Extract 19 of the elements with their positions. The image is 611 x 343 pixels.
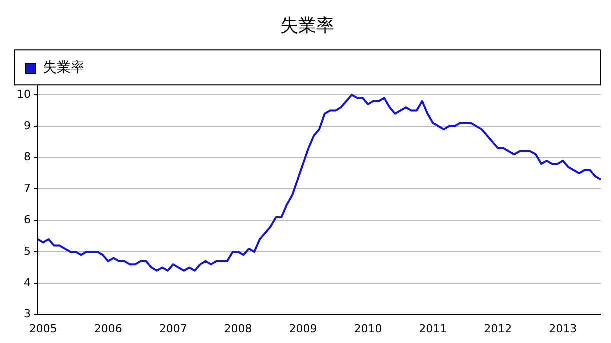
y-tick-label: 9 bbox=[24, 119, 31, 132]
y-tick-label: 6 bbox=[24, 213, 31, 226]
y-tick-label: 5 bbox=[24, 244, 31, 258]
x-tick-label: 2005 bbox=[29, 322, 58, 336]
legend-label: 失業率 bbox=[43, 60, 85, 76]
x-tick-label: 2010 bbox=[354, 322, 382, 336]
x-tick-label: 2009 bbox=[289, 322, 318, 336]
x-tick-label: 2006 bbox=[94, 322, 122, 336]
x-tick-label: 2008 bbox=[224, 322, 252, 336]
y-tick-label: 3 bbox=[24, 308, 31, 321]
chart-title: 失業率 bbox=[280, 15, 334, 36]
x-tick-label: 2011 bbox=[419, 322, 448, 336]
y-tick-label: 8 bbox=[24, 150, 31, 164]
y-tick-label: 4 bbox=[24, 276, 31, 290]
x-tick-label: 2013 bbox=[549, 322, 578, 336]
y-tick-label: 7 bbox=[24, 182, 31, 196]
x-tick-label: 2007 bbox=[159, 322, 188, 336]
x-tick-label: 2012 bbox=[484, 322, 512, 336]
y-tick-label: 10 bbox=[16, 88, 31, 101]
